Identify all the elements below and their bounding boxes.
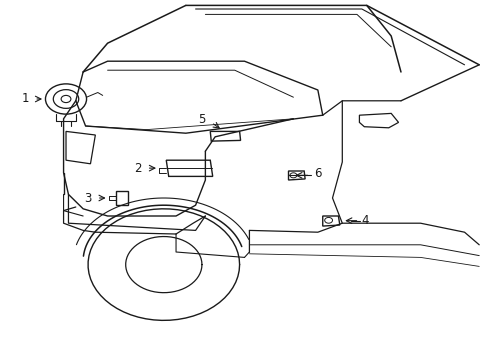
Text: 4: 4 <box>361 214 368 227</box>
Text: 3: 3 <box>84 192 92 204</box>
Text: 6: 6 <box>314 167 321 180</box>
Text: 5: 5 <box>198 113 205 126</box>
Text: 1: 1 <box>22 93 29 105</box>
Text: 2: 2 <box>134 162 142 175</box>
